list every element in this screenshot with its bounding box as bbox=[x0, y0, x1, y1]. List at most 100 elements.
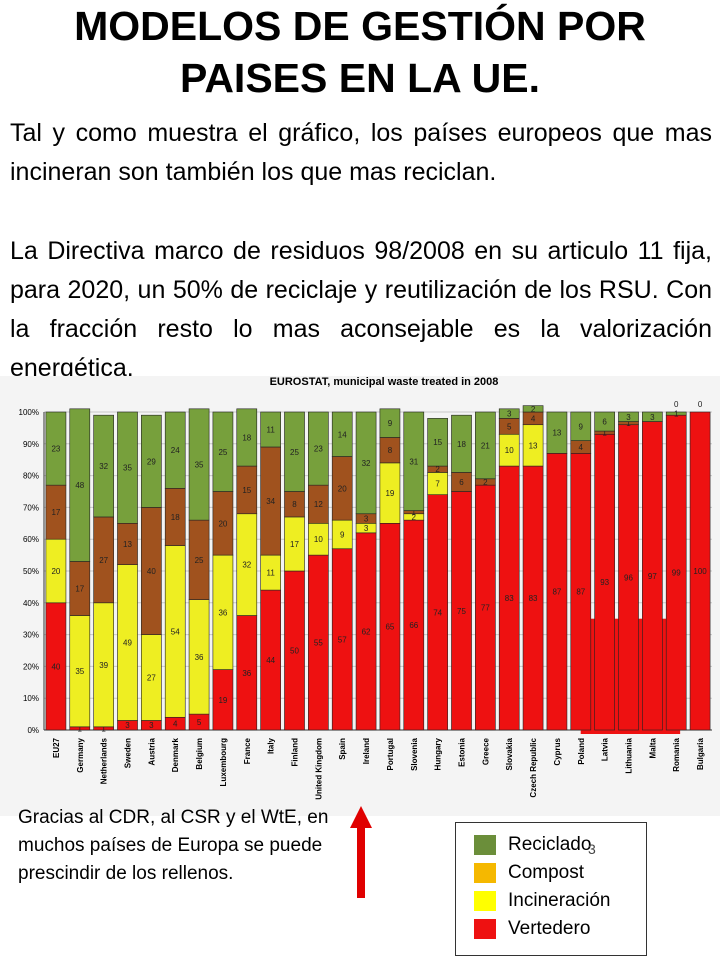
data-label: 18 bbox=[457, 440, 466, 449]
bar-segment bbox=[69, 408, 91, 562]
bar-segment bbox=[618, 411, 639, 422]
category-label: Netherlands bbox=[100, 737, 109, 784]
category-label: Luxembourg bbox=[219, 738, 228, 787]
data-label: 48 bbox=[75, 481, 84, 490]
data-label: 27 bbox=[147, 674, 156, 683]
bar-segment bbox=[475, 411, 496, 480]
data-label: 74 bbox=[433, 608, 442, 617]
data-label: 12 bbox=[314, 500, 323, 509]
data-label: 32 bbox=[242, 561, 251, 570]
data-label: 2 bbox=[483, 478, 488, 487]
bar-segment bbox=[665, 411, 687, 416]
data-label: 1 bbox=[626, 419, 631, 428]
bar-segment bbox=[451, 414, 472, 473]
category-label: Finland bbox=[291, 738, 300, 767]
data-label: 57 bbox=[338, 635, 347, 644]
bar-segment bbox=[117, 411, 138, 524]
data-label: 4 bbox=[173, 720, 178, 729]
data-label: 13 bbox=[529, 441, 538, 450]
data-label: 23 bbox=[314, 445, 323, 454]
data-label: 83 bbox=[505, 594, 514, 603]
data-label: 8 bbox=[292, 500, 297, 509]
bar-segment bbox=[284, 411, 305, 492]
data-label: 32 bbox=[99, 462, 108, 471]
bar-segment bbox=[403, 411, 425, 511]
legend: Reciclado Compost Incineración Vertedero bbox=[455, 822, 647, 956]
data-label: 77 bbox=[481, 604, 490, 613]
data-label: 3 bbox=[149, 721, 154, 730]
category-label: Spain bbox=[338, 738, 347, 760]
legend-swatch bbox=[474, 835, 496, 855]
data-label: 35 bbox=[75, 667, 84, 676]
data-label: 3 bbox=[364, 524, 369, 533]
data-label: 100 bbox=[693, 567, 707, 576]
data-label: 62 bbox=[362, 627, 371, 636]
data-label: 3 bbox=[364, 515, 369, 524]
category-label: Hungary bbox=[434, 737, 443, 770]
title-line-1: MODELOS DE GESTIÓN POR bbox=[74, 3, 646, 49]
title-line-2: PAISES EN LA UE. bbox=[180, 55, 540, 101]
chart-title: EUROSTAT, municipal waste treated in 200… bbox=[270, 376, 499, 388]
chart-container: EUROSTAT, municipal waste treated in 200… bbox=[0, 376, 720, 816]
bar-segment bbox=[308, 411, 329, 486]
data-label: 19 bbox=[218, 696, 227, 705]
category-label: Ireland bbox=[362, 738, 371, 764]
bar-segment bbox=[331, 411, 353, 457]
y-tick-label: 30% bbox=[23, 631, 39, 640]
y-tick-label: 40% bbox=[23, 599, 39, 608]
data-label: 10 bbox=[314, 535, 323, 544]
data-label: 18 bbox=[242, 433, 251, 442]
data-label: 25 bbox=[218, 448, 227, 457]
y-tick-label: 50% bbox=[23, 567, 39, 576]
legend-item-incineracion: Incineración bbox=[474, 889, 644, 913]
paragraph-directive: La Directiva marco de residuos 98/2008 e… bbox=[10, 237, 712, 382]
data-label: 2 bbox=[531, 405, 536, 414]
y-tick-label: 80% bbox=[23, 472, 39, 481]
data-label: 20 bbox=[218, 519, 227, 528]
data-label: 50 bbox=[290, 647, 299, 656]
bar-segment bbox=[522, 405, 544, 413]
category-label: France bbox=[243, 737, 252, 764]
category-label: Portugal bbox=[386, 738, 395, 770]
bar-segment bbox=[570, 411, 592, 441]
category-label: Estonia bbox=[458, 737, 467, 766]
data-label: 34 bbox=[266, 497, 275, 506]
data-label: 54 bbox=[171, 627, 180, 636]
bar-segment bbox=[164, 411, 186, 489]
data-label: 1 bbox=[602, 429, 607, 438]
data-label: 2 bbox=[435, 465, 440, 474]
bar-segment bbox=[498, 408, 520, 419]
data-label: 4 bbox=[531, 414, 536, 423]
category-label: EU27 bbox=[52, 737, 61, 758]
data-label: 13 bbox=[123, 540, 132, 549]
data-label: 29 bbox=[147, 457, 156, 466]
data-label: 25 bbox=[290, 448, 299, 457]
data-label: 39 bbox=[99, 661, 108, 670]
category-label: Germany bbox=[76, 737, 85, 772]
legend-label: Incineración bbox=[508, 890, 611, 911]
category-label: Bulgaria bbox=[696, 737, 705, 770]
data-label: 3 bbox=[507, 410, 512, 419]
stacked-bar-chart: EUROSTAT, municipal waste treated in 200… bbox=[0, 376, 720, 816]
data-label: 19 bbox=[385, 489, 394, 498]
paragraph-incineration: Tal y como muestra el gráfico, los paíse… bbox=[10, 119, 712, 186]
data-label: 11 bbox=[266, 569, 275, 578]
bar-segment bbox=[594, 411, 615, 432]
category-label: Greece bbox=[481, 737, 490, 765]
data-label: 18 bbox=[171, 513, 180, 522]
data-label: 35 bbox=[195, 460, 204, 469]
category-label: Slovenia bbox=[410, 737, 419, 770]
category-label: Czech Republic bbox=[529, 737, 538, 797]
up-arrow-icon bbox=[350, 806, 372, 898]
category-label: Sweden bbox=[124, 738, 133, 768]
data-label: 36 bbox=[218, 608, 227, 617]
data-label: 97 bbox=[648, 572, 657, 581]
data-label: 17 bbox=[51, 508, 60, 517]
legend-item-vertedero: Vertedero bbox=[474, 917, 644, 941]
data-label: 20 bbox=[51, 567, 60, 576]
data-label: 87 bbox=[552, 588, 561, 597]
top-label: 0 bbox=[674, 400, 679, 409]
data-label: 9 bbox=[579, 422, 584, 431]
bar-segment bbox=[188, 408, 210, 521]
data-label: 99 bbox=[672, 569, 681, 578]
